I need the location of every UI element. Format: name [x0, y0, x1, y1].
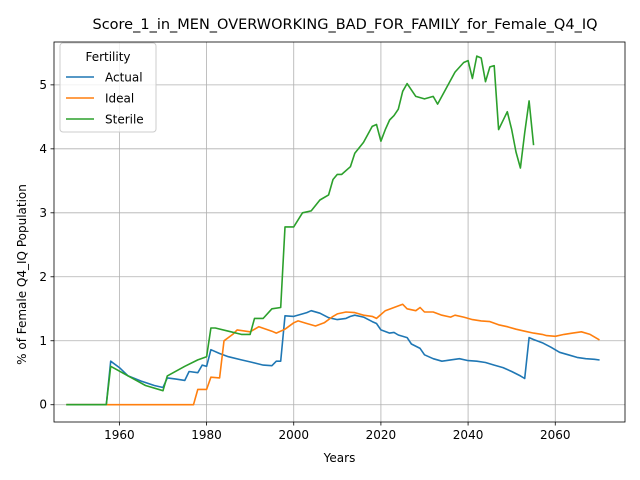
series-line-sterile	[66, 55, 535, 406]
y-tick-label: 1	[39, 334, 47, 348]
x-tick-label: 2000	[278, 428, 309, 442]
axis-ticks: 1960 1980 2000 2020 2040 2060 0 1 2 3 4 5	[39, 78, 570, 442]
x-tick-label: 2020	[366, 428, 397, 442]
x-tick-label: 2060	[540, 428, 571, 442]
legend-entries: Actual Ideal Sterile	[66, 71, 144, 127]
legend-box	[59, 42, 157, 133]
plot-frame	[53, 41, 626, 423]
legend-title: Fertility	[85, 50, 130, 64]
legend: Fertility Actual Ideal Sterile	[59, 42, 157, 133]
y-axis-label: % of Female Q4_IQ Population	[15, 184, 29, 365]
y-tick-label: 2	[39, 270, 47, 284]
series-line-actual	[66, 309, 600, 406]
y-tick-label: 3	[39, 206, 47, 220]
x-tick-label: 2040	[453, 428, 484, 442]
y-tick-label: 5	[39, 78, 47, 92]
legend-label-sterile: Sterile	[105, 113, 144, 127]
legend-label-ideal: Ideal	[105, 92, 134, 106]
series-lines	[66, 55, 600, 406]
y-tick-label: 4	[39, 142, 47, 156]
x-tick-label: 1980	[191, 428, 222, 442]
y-tick-label: 0	[39, 398, 47, 412]
chart-title: Score_1_in_MEN_OVERWORKING_BAD_FOR_FAMIL…	[92, 17, 597, 33]
x-axis-label: Years	[323, 451, 356, 465]
x-tick-label: 1960	[104, 428, 135, 442]
legend-label-actual: Actual	[105, 71, 143, 85]
